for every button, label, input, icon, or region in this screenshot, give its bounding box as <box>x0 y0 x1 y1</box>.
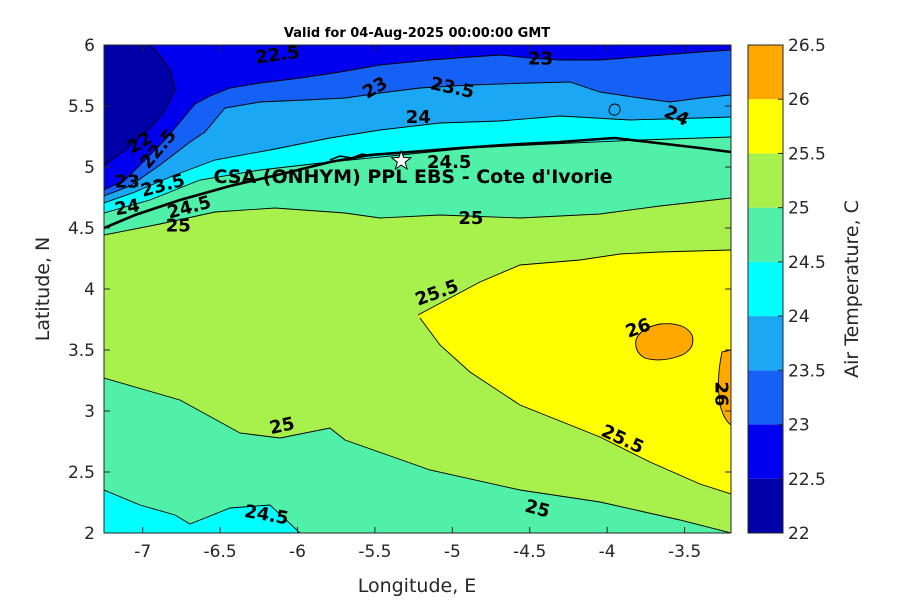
band-22.5-23 <box>104 45 731 190</box>
colorbar-tick-label-6: 25 <box>788 199 810 219</box>
contour-label-1: 23 <box>528 48 553 69</box>
x-tick-label-4: -5 <box>444 542 461 562</box>
contour-label-18: 25 <box>268 413 297 439</box>
y-tick-label-5: 4.5 <box>68 219 95 239</box>
y-tick-label-4: 4 <box>84 280 95 300</box>
colorbar-tick-label-4: 24 <box>788 307 810 327</box>
colorbar-tick-label-0: 22 <box>788 524 810 544</box>
band-26-26.5-edge <box>718 350 731 425</box>
site-label: CSA (ONHYM) PPL EBS - Cote d'Ivorie <box>213 166 612 188</box>
x-tick-label-6: -4 <box>599 542 616 562</box>
contour-label-9: 23 <box>115 172 140 193</box>
x-tick-label-7: -3.5 <box>668 542 701 562</box>
contour-label-17: 26 <box>711 381 732 406</box>
colorbar-tick-label-2: 23 <box>788 416 810 436</box>
y-tick-label-2: 3 <box>84 402 95 422</box>
colorbar-swatch-7 <box>748 99 783 154</box>
colorbar-tick-label-8: 26 <box>788 90 810 110</box>
contour-label-6: 24 <box>406 107 431 128</box>
x-tick-label-0: -7 <box>134 542 151 562</box>
band-25.5-26-east <box>418 250 731 494</box>
colorbar-swatch-6 <box>748 153 783 208</box>
coastline-detail <box>329 153 373 161</box>
y-tick-label-7: 5.5 <box>68 97 95 117</box>
site-star-icon <box>390 149 413 171</box>
colorbar-tick-label-9: 26.5 <box>788 36 826 56</box>
y-tick-label-1: 2.5 <box>68 463 95 483</box>
colorbar-swatch-2 <box>748 370 783 425</box>
y-tick-label-0: 2 <box>84 524 95 544</box>
site-marker-group: CSA (ONHYM) PPL EBS - Cote d'Ivorie <box>213 149 613 188</box>
colorbar: 22 22.5 23 23.5 24 24.5 25 25.5 26 26.5 <box>747 36 826 544</box>
colorbar-swatch-4 <box>748 261 783 317</box>
colorbar-label: Air Temperature, C <box>841 200 863 378</box>
colorbar-swatch-8 <box>748 45 783 100</box>
colorbar-swatch-5 <box>748 207 783 262</box>
y-axis-label: Latitude, N <box>32 237 54 342</box>
colorbar-tick-label-3: 23.5 <box>788 361 826 381</box>
y-tick-label-8: 6 <box>84 36 95 56</box>
coastline <box>104 136 731 230</box>
band-24-24.5-south <box>104 490 300 533</box>
band-22-22.5 <box>104 45 175 165</box>
chart-title: Valid for 04-Aug-2025 00:00:00 GMT <box>284 26 550 41</box>
y-tick-label-6: 5 <box>84 158 95 178</box>
colorbar-frame <box>747 44 784 534</box>
band-24.5-25-south <box>104 378 731 533</box>
x-axis: -7 -6.5 -6 -5.5 -5 -4.5 -4 -3.5 <box>134 45 701 562</box>
band-island <box>609 104 621 116</box>
band-26-26.5-blob <box>635 323 693 360</box>
x-tick-label-1: -6.5 <box>204 542 237 562</box>
x-axis-label: Longitude, E <box>358 575 477 597</box>
colorbar-swatch-0 <box>748 478 783 533</box>
colorbar-swatch-1 <box>748 424 783 479</box>
contour-label-13: 25 <box>166 216 191 237</box>
colorbar-tick-label-7: 25.5 <box>788 144 826 164</box>
contour-fill <box>104 45 731 533</box>
y-tick-label-3: 3.5 <box>68 341 95 361</box>
x-tick-label-2: -6 <box>289 542 306 562</box>
colorbar-swatch-3 <box>748 316 783 371</box>
contour-lines <box>104 45 731 533</box>
contour-label-14: 25 <box>458 208 483 229</box>
y-axis: 2 2.5 3 3.5 4 4.5 5 5.5 6 <box>68 36 731 544</box>
x-tick-label-5: -4.5 <box>513 542 546 562</box>
x-tick-label-3: -5.5 <box>358 542 391 562</box>
contour-label-11: 24 <box>113 195 141 220</box>
colorbar-tick-label-5: 24.5 <box>788 253 826 273</box>
contour-label-8: 24.5 <box>427 152 471 173</box>
colorbar-tick-label-1: 22.5 <box>788 470 826 490</box>
